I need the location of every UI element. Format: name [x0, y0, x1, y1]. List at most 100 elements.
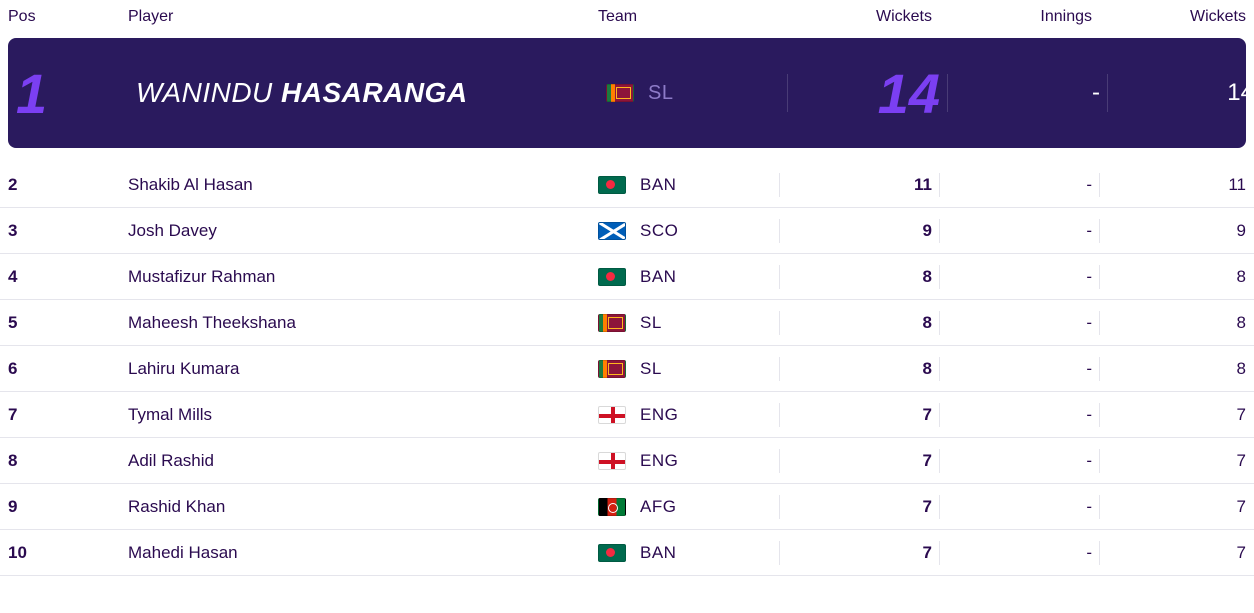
row-team: SCO: [590, 221, 780, 241]
row-wickets-1: 7: [780, 543, 940, 563]
row-position: 8: [0, 451, 120, 471]
row-player: Adil Rashid: [120, 451, 590, 471]
hero-last-name: HASARANGA: [281, 77, 468, 108]
hero-row[interactable]: 1 WANINDU HASARANGA SL 14 - 14: [8, 38, 1246, 148]
header-innings: Innings: [940, 8, 1100, 26]
row-position: 10: [0, 543, 120, 563]
table-row[interactable]: 3Josh Davey SCO 9-9: [0, 208, 1254, 254]
header-player: Player: [120, 8, 590, 26]
row-player: Rashid Khan: [120, 497, 590, 517]
hero-first-name: WANINDU: [136, 77, 281, 108]
row-position: 7: [0, 405, 120, 425]
row-innings: -: [940, 405, 1100, 425]
row-wickets-2: 7: [1100, 405, 1254, 425]
row-position: 9: [0, 497, 120, 517]
row-innings: -: [940, 221, 1100, 241]
row-team-code: BAN: [640, 267, 676, 287]
row-wickets-1: 9: [780, 221, 940, 241]
flag-icon: [598, 406, 626, 424]
row-wickets-2: 9: [1100, 221, 1254, 241]
row-position: 6: [0, 359, 120, 379]
row-position: 3: [0, 221, 120, 241]
hero-team-code: SL: [648, 82, 673, 105]
row-wickets-2: 8: [1100, 267, 1254, 287]
row-team-code: SL: [640, 359, 662, 379]
row-team-code: BAN: [640, 543, 676, 563]
flag-icon: [598, 268, 626, 286]
table-row[interactable]: 4Mustafizur Rahman BAN 8-8: [0, 254, 1254, 300]
row-team: BAN: [590, 543, 780, 563]
hero-position: 1: [8, 61, 128, 126]
row-innings: -: [940, 451, 1100, 471]
row-position: 2: [0, 175, 120, 195]
hero-wickets-2: 14: [1108, 79, 1254, 107]
row-wickets-2: 11: [1100, 175, 1254, 195]
row-innings: -: [940, 175, 1100, 195]
row-wickets-2: 7: [1100, 497, 1254, 517]
row-innings: -: [940, 359, 1100, 379]
row-player: Maheesh Theekshana: [120, 313, 590, 333]
table-row[interactable]: 2Shakib Al Hasan BAN 11-11: [0, 162, 1254, 208]
row-team: ENG: [590, 405, 780, 425]
flag-icon: [598, 314, 626, 332]
row-team-code: SCO: [640, 221, 678, 241]
row-team: ENG: [590, 451, 780, 471]
hero-team: SL: [598, 82, 788, 105]
flag-icon: [598, 222, 626, 240]
hero-innings: -: [948, 79, 1108, 107]
row-position: 5: [0, 313, 120, 333]
row-team-code: SL: [640, 313, 662, 333]
row-team: SL: [590, 313, 780, 333]
flag-icon: [606, 84, 634, 102]
row-player: Mustafizur Rahman: [120, 267, 590, 287]
row-player: Josh Davey: [120, 221, 590, 241]
row-player: Tymal Mills: [120, 405, 590, 425]
row-team-code: AFG: [640, 497, 676, 517]
table-header: Pos Player Team Wickets Innings Wickets: [0, 0, 1254, 38]
flag-icon: [598, 452, 626, 470]
row-wickets-1: 7: [780, 451, 940, 471]
row-wickets-1: 8: [780, 313, 940, 333]
row-wickets-1: 11: [780, 175, 940, 195]
row-wickets-1: 7: [780, 405, 940, 425]
row-team-code: ENG: [640, 405, 678, 425]
row-team-code: ENG: [640, 451, 678, 471]
table-body: 2Shakib Al HasanBAN11-113Josh DaveySCO9-…: [0, 162, 1254, 576]
row-wickets-2: 7: [1100, 543, 1254, 563]
row-wickets-1: 8: [780, 267, 940, 287]
flag-icon: [598, 498, 626, 516]
row-team: BAN: [590, 267, 780, 287]
table-row[interactable]: 5Maheesh Theekshana SL 8-8: [0, 300, 1254, 346]
row-wickets-2: 8: [1100, 313, 1254, 333]
flag-icon: [598, 544, 626, 562]
table-row[interactable]: 9Rashid Khan AFG 7-7: [0, 484, 1254, 530]
header-pos: Pos: [0, 8, 120, 26]
row-innings: -: [940, 543, 1100, 563]
row-innings: -: [940, 267, 1100, 287]
header-wickets-2: Wickets: [1100, 8, 1254, 26]
table-row[interactable]: 7Tymal MillsENG7-7: [0, 392, 1254, 438]
bowlers-table: Pos Player Team Wickets Innings Wickets …: [0, 0, 1254, 576]
header-wickets-1: Wickets: [780, 8, 940, 26]
table-row[interactable]: 8Adil Rashid ENG 7-7: [0, 438, 1254, 484]
row-innings: -: [940, 497, 1100, 517]
row-player: Lahiru Kumara: [120, 359, 590, 379]
row-wickets-2: 7: [1100, 451, 1254, 471]
flag-icon: [598, 360, 626, 378]
row-player: Mahedi Hasan: [120, 543, 590, 563]
row-team-code: BAN: [640, 175, 676, 195]
row-wickets-1: 7: [780, 497, 940, 517]
row-player: Shakib Al Hasan: [120, 175, 590, 195]
hero-wickets-1: 14: [788, 61, 948, 126]
header-team: Team: [590, 8, 780, 26]
row-team: SL: [590, 359, 780, 379]
table-row[interactable]: 6Lahiru Kumara SL 8-8: [0, 346, 1254, 392]
row-innings: -: [940, 313, 1100, 333]
row-position: 4: [0, 267, 120, 287]
table-row[interactable]: 10Mahedi Hasan BAN 7-7: [0, 530, 1254, 576]
row-wickets-1: 8: [780, 359, 940, 379]
flag-icon: [598, 176, 626, 194]
row-wickets-2: 8: [1100, 359, 1254, 379]
row-team: BAN: [590, 175, 780, 195]
hero-player-name: WANINDU HASARANGA: [128, 77, 598, 109]
